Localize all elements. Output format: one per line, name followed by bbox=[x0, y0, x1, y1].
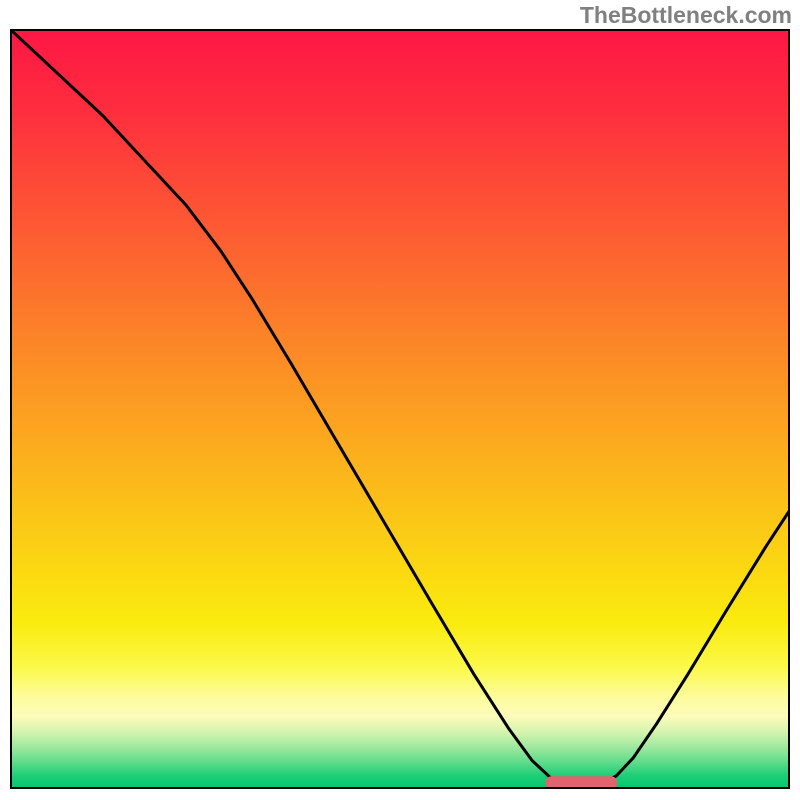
chart-svg bbox=[0, 0, 800, 800]
bottleneck-chart: TheBottleneck.com bbox=[0, 0, 800, 800]
